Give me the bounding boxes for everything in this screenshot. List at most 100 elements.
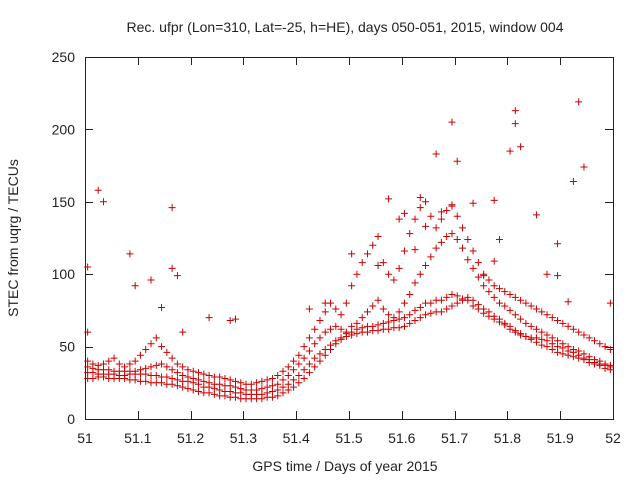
data-point (110, 354, 118, 362)
data-point (511, 328, 519, 336)
data-point (379, 319, 387, 327)
data-point (374, 296, 382, 304)
data-point (422, 262, 430, 270)
data-point (485, 276, 493, 284)
data-point (517, 143, 525, 151)
data-point (416, 204, 424, 212)
data-point (406, 290, 414, 298)
data-point (363, 308, 371, 316)
data-point (311, 325, 319, 333)
data-point (126, 360, 134, 368)
data-point (559, 319, 567, 327)
data-point (173, 272, 181, 280)
data-point (569, 345, 577, 353)
data-point (490, 196, 498, 204)
data-point (385, 195, 393, 203)
data-point (385, 311, 393, 319)
x-axis: 51 51.1 51.2 51.3 51.4 51.5 51.6 51.7 51.8 51.9 52 (77, 57, 621, 446)
x-tick-label: 51.7 (441, 430, 468, 446)
series-arc-A (84, 293, 614, 403)
data-point (321, 308, 329, 316)
data-points (84, 98, 614, 403)
data-point (369, 241, 377, 249)
data-point (411, 317, 419, 325)
data-point (168, 204, 176, 212)
data-point (464, 235, 472, 243)
data-point (332, 305, 340, 313)
data-point (131, 282, 139, 290)
data-point (295, 360, 303, 368)
data-point (390, 314, 398, 322)
data-point (379, 305, 387, 313)
data-point (385, 325, 393, 333)
series-arc-D (84, 198, 614, 388)
data-point (311, 354, 319, 362)
data-point (506, 147, 514, 155)
data-point (416, 270, 424, 278)
data-point (321, 299, 329, 307)
data-point (374, 262, 382, 270)
data-point (321, 328, 329, 336)
data-point (163, 348, 171, 356)
data-point (274, 372, 282, 380)
data-point (501, 321, 509, 329)
data-point (527, 322, 535, 330)
data-point (168, 264, 176, 272)
data-point (290, 366, 298, 374)
data-point (221, 374, 229, 382)
data-point (532, 305, 540, 313)
x-tick-label: 51.3 (230, 430, 257, 446)
x-tick-label: 51 (77, 430, 93, 446)
data-point (316, 317, 324, 325)
data-point (216, 373, 224, 381)
data-point (474, 273, 482, 281)
data-point (390, 276, 398, 284)
data-point (517, 315, 525, 323)
data-point (300, 374, 308, 382)
data-point (564, 322, 572, 330)
data-point (348, 282, 356, 290)
data-point (400, 314, 408, 322)
data-point (374, 233, 382, 241)
data-point (300, 343, 308, 351)
data-point (342, 299, 350, 307)
data-point (459, 224, 467, 232)
data-point (105, 366, 113, 374)
data-point (469, 247, 477, 255)
data-point (253, 379, 261, 387)
data-point (469, 264, 477, 272)
data-point (374, 321, 382, 329)
data-point (158, 360, 166, 368)
data-point (168, 366, 176, 374)
data-point (485, 312, 493, 320)
data-point (453, 212, 461, 220)
data-point (448, 290, 456, 298)
data-point (195, 376, 203, 384)
data-point (290, 376, 298, 384)
data-point (591, 356, 599, 364)
y-axis: 0 50 100 150 200 250 (52, 49, 613, 427)
data-point (432, 150, 440, 158)
data-point (163, 363, 171, 371)
data-point (316, 357, 324, 365)
data-point (115, 360, 123, 368)
data-point (189, 367, 197, 375)
data-point (89, 360, 97, 368)
data-point (601, 343, 609, 351)
data-point (369, 322, 377, 330)
data-point (416, 193, 424, 201)
data-point (543, 311, 551, 319)
data-point (131, 367, 139, 375)
data-point (379, 259, 387, 267)
data-point (511, 107, 519, 115)
data-point (580, 163, 588, 171)
data-point (501, 288, 509, 296)
data-point (290, 383, 298, 391)
x-tick-label: 52 (605, 430, 621, 446)
data-point (369, 302, 377, 310)
data-point (147, 276, 155, 284)
data-point (511, 311, 519, 319)
data-point (152, 361, 160, 369)
data-point (226, 376, 234, 384)
